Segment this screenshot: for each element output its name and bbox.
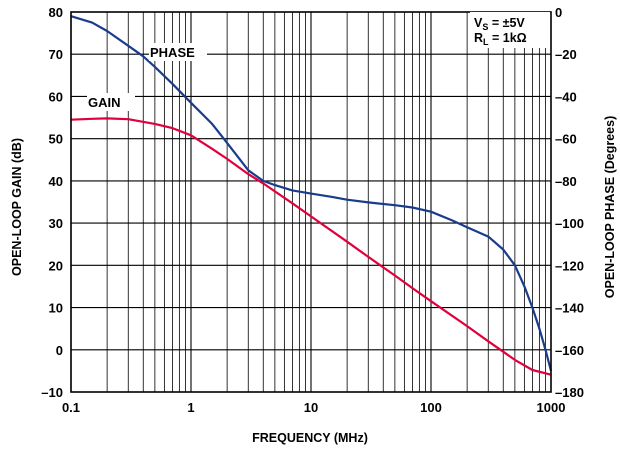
- tick-labels: 0.1 1 10 100 100080706050403020100–100–20–40…: [41, 5, 584, 415]
- y-right-tick-label: –100: [555, 216, 584, 231]
- y-right-tick-label: –20: [555, 47, 577, 62]
- y-right-tick-label: –80: [555, 174, 577, 189]
- series-line-gain: [70, 117, 552, 376]
- vs-symbol: V: [474, 16, 483, 30]
- rl-subscript: L: [483, 37, 489, 47]
- condition-rl: RL = 1kΩ: [474, 31, 527, 47]
- x-tick-label: 0.1: [62, 400, 80, 415]
- x-tick-label: 1000: [537, 400, 566, 415]
- vs-subscript: S: [482, 22, 488, 32]
- y-left-tick-label: 20: [49, 258, 63, 273]
- y-right-tick-label: 0: [555, 5, 562, 20]
- series-lines: [70, 15, 553, 376]
- y-left-tick-label: –10: [41, 385, 63, 400]
- vs-value: = ±5V: [488, 16, 525, 30]
- series-line-phase: [70, 15, 553, 372]
- y-right-tick-label: –160: [555, 343, 584, 358]
- y-left-tick-label: 80: [49, 5, 63, 20]
- y-left-tick-label: 40: [49, 174, 63, 189]
- y-right-tick-label: –120: [555, 258, 584, 273]
- y-left-tick-label: 10: [49, 301, 63, 316]
- rl-value: = 1kΩ: [489, 31, 527, 45]
- rl-symbol: R: [474, 31, 483, 45]
- y-right-tick-label: –60: [555, 132, 577, 147]
- y-left-tick-label: 60: [49, 89, 63, 104]
- gain-label-bg: [87, 93, 135, 111]
- y-left-tick-label: 30: [49, 216, 63, 231]
- y-right-tick-label: –40: [555, 89, 577, 104]
- y-right-tick-label: –140: [555, 301, 584, 316]
- series-label-phase: PHASE: [150, 45, 195, 60]
- x-tick-label: 1: [187, 400, 194, 415]
- y-axis-right-title: OPEN-LOOP PHASE (Degrees): [603, 116, 617, 298]
- x-tick-label: 10: [304, 400, 318, 415]
- y-left-tick-label: 0: [56, 343, 63, 358]
- series-label-gain: GAIN: [88, 95, 121, 110]
- y-left-tick-label: 50: [49, 132, 63, 147]
- plot-frame: [70, 11, 552, 393]
- phase-label-bg: [149, 43, 207, 61]
- y-right-tick-label: –180: [555, 385, 584, 400]
- x-tick-label: 100: [420, 400, 442, 415]
- x-axis-title: FREQUENCY (MHz): [252, 431, 368, 445]
- conditions-box: [470, 12, 550, 48]
- y-left-tick-label: 70: [49, 47, 63, 62]
- condition-vs: VS = ±5V: [474, 16, 525, 32]
- y-axis-left-title: OPEN-LOOP GAIN (dB): [10, 138, 24, 276]
